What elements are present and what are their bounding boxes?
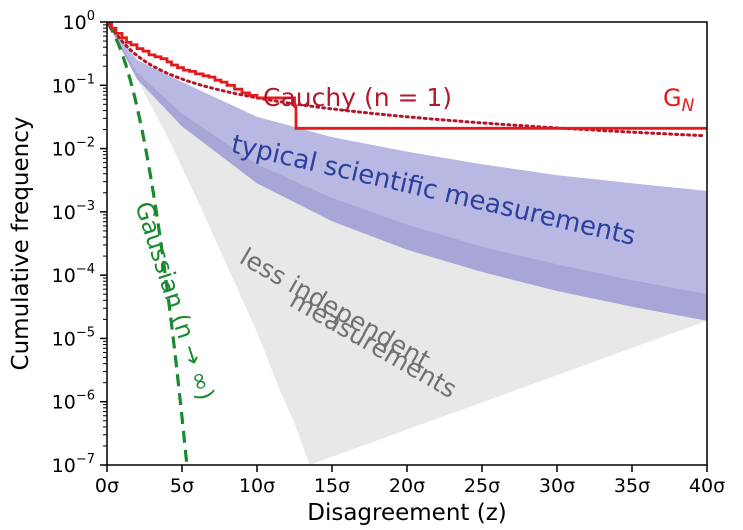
y-tick-label: 10−3 [52, 199, 95, 224]
x-tick-label: 0σ [95, 475, 119, 497]
x-tick-label: 10σ [239, 475, 275, 497]
y-tick-label: 10−5 [52, 325, 95, 350]
x-tick-label: 15σ [314, 475, 350, 497]
y-axis-label: Cumulative frequency [8, 117, 34, 371]
gn-label-main: G [663, 84, 682, 112]
x-axis-label: Disagreement (z) [307, 500, 507, 526]
y-tick-label: 10−6 [52, 389, 95, 414]
x-tick-label: 20σ [389, 475, 425, 497]
y-tick-label: 10−7 [52, 452, 95, 477]
gn-label-sub: N [682, 96, 695, 116]
bands-layer [107, 22, 707, 465]
y-tick-label: 10−2 [52, 136, 95, 161]
gaussian-curve [107, 22, 189, 465]
gn-step-curve [107, 22, 707, 130]
less-independent-band [107, 22, 707, 465]
ticks-layer: 0σ 5σ 10σ 15σ 20σ 25σ 30σ 35σ 40σ 100 10−1 10−2 10−3… [52, 9, 725, 497]
cauchy-curve [107, 22, 706, 138]
x-tick-label: 25σ [464, 475, 500, 497]
y-tick-label: 10−1 [52, 72, 95, 97]
lines-layer [107, 22, 707, 465]
x-tick-label: 40σ [689, 475, 725, 497]
gn-label: GN [663, 84, 695, 116]
cauchy-label: Cauchy (n = 1) [263, 83, 452, 112]
y-tick-label: 10−4 [52, 262, 95, 287]
x-tick-label: 35σ [614, 475, 650, 497]
x-tick-label: 30σ [539, 475, 575, 497]
x-tick-label: 5σ [170, 475, 194, 497]
y-tick-label: 100 [63, 9, 95, 34]
typical-band-inner [107, 22, 707, 295]
gaussian-label: Gaussian (n → ∞) [129, 198, 220, 404]
